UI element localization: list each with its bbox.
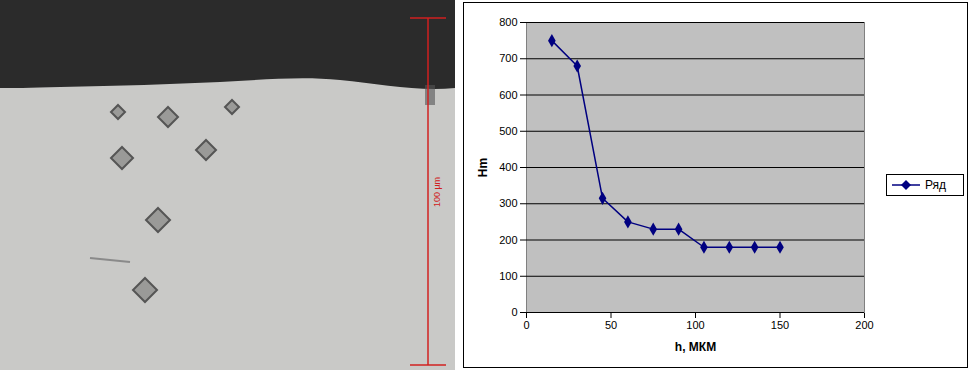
svg-text:600: 600	[499, 89, 517, 101]
svg-text:200: 200	[499, 234, 517, 246]
svg-text:800: 800	[499, 16, 517, 28]
svg-text:100: 100	[686, 319, 704, 331]
svg-text:400: 400	[499, 161, 517, 173]
svg-text:150: 150	[771, 319, 789, 331]
svg-text:0: 0	[523, 319, 529, 331]
svg-text:50: 50	[605, 319, 617, 331]
html-text:Ряд: Ряд	[925, 178, 947, 192]
svg-text:100 µm: 100 µm	[432, 177, 442, 207]
svg-text:700: 700	[499, 52, 517, 64]
svg-text:h, МКМ: h, МКМ	[675, 340, 716, 354]
svg-text:500: 500	[499, 125, 517, 137]
svg-text:300: 300	[499, 197, 517, 209]
svg-text:0: 0	[511, 306, 517, 318]
svg-text:Hm: Hm	[476, 158, 490, 177]
svg-text:100: 100	[499, 270, 517, 282]
svg-text:200: 200	[855, 319, 873, 331]
